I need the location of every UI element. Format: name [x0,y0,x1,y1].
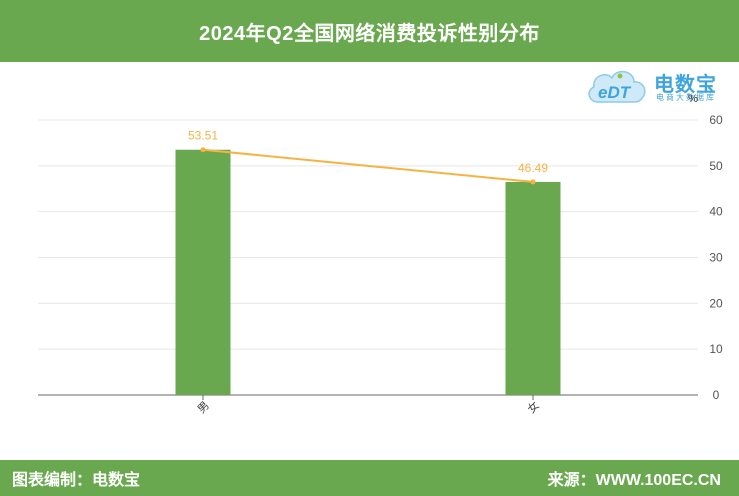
chart-title: 2024年Q2全国网络消费投诉性别分布 [199,22,540,45]
brand-logo: eDT 电数宝 电商大数据库 [584,62,734,110]
trend-line [200,147,536,185]
y-tick-label: 40 [709,205,723,219]
line-point [530,179,536,185]
footer-credit: 图表编制：电数宝 [12,472,141,489]
cloud-logo-icon: eDT [588,70,646,103]
bars [175,149,561,395]
logo-icon-text: eDT [598,83,632,102]
logo-subtitle: 电商大数据库 [656,93,716,102]
y-tick-label: 10 [709,342,723,356]
y-tick-label: 30 [709,251,723,265]
bar [505,181,561,395]
y-tick-label: 60 [709,113,723,127]
data-labels: 53.51 46.49 [188,129,548,175]
x-tick-label: 女 [524,398,542,416]
chart-footer: 图表编制：电数宝 来源：WWW.100EC.CN [0,460,739,496]
bar [175,149,231,395]
chart-header: 2024年Q2全国网络消费投诉性别分布 [0,0,739,62]
y-tick-label: 50 [709,159,723,173]
y-axis-labels: 0 10 20 30 40 50 60 [709,113,723,402]
y-axis-unit: % [688,93,698,105]
x-axis-labels: 男女 [196,395,542,416]
data-label: 53.51 [188,129,218,143]
grid-lines [38,119,698,396]
footer-source: 来源：WWW.100EC.CN [547,472,721,489]
data-label: 46.49 [518,161,548,175]
y-tick-label: 20 [709,296,723,310]
y-tick-label: 0 [713,388,720,402]
line-point [200,147,206,153]
line-series [202,148,534,183]
bar-line-chart: 0102030405060 男女 53.5146.49 % [38,93,723,416]
x-tick-label: 男 [196,400,212,416]
logo-name: 电数宝 [654,74,717,96]
